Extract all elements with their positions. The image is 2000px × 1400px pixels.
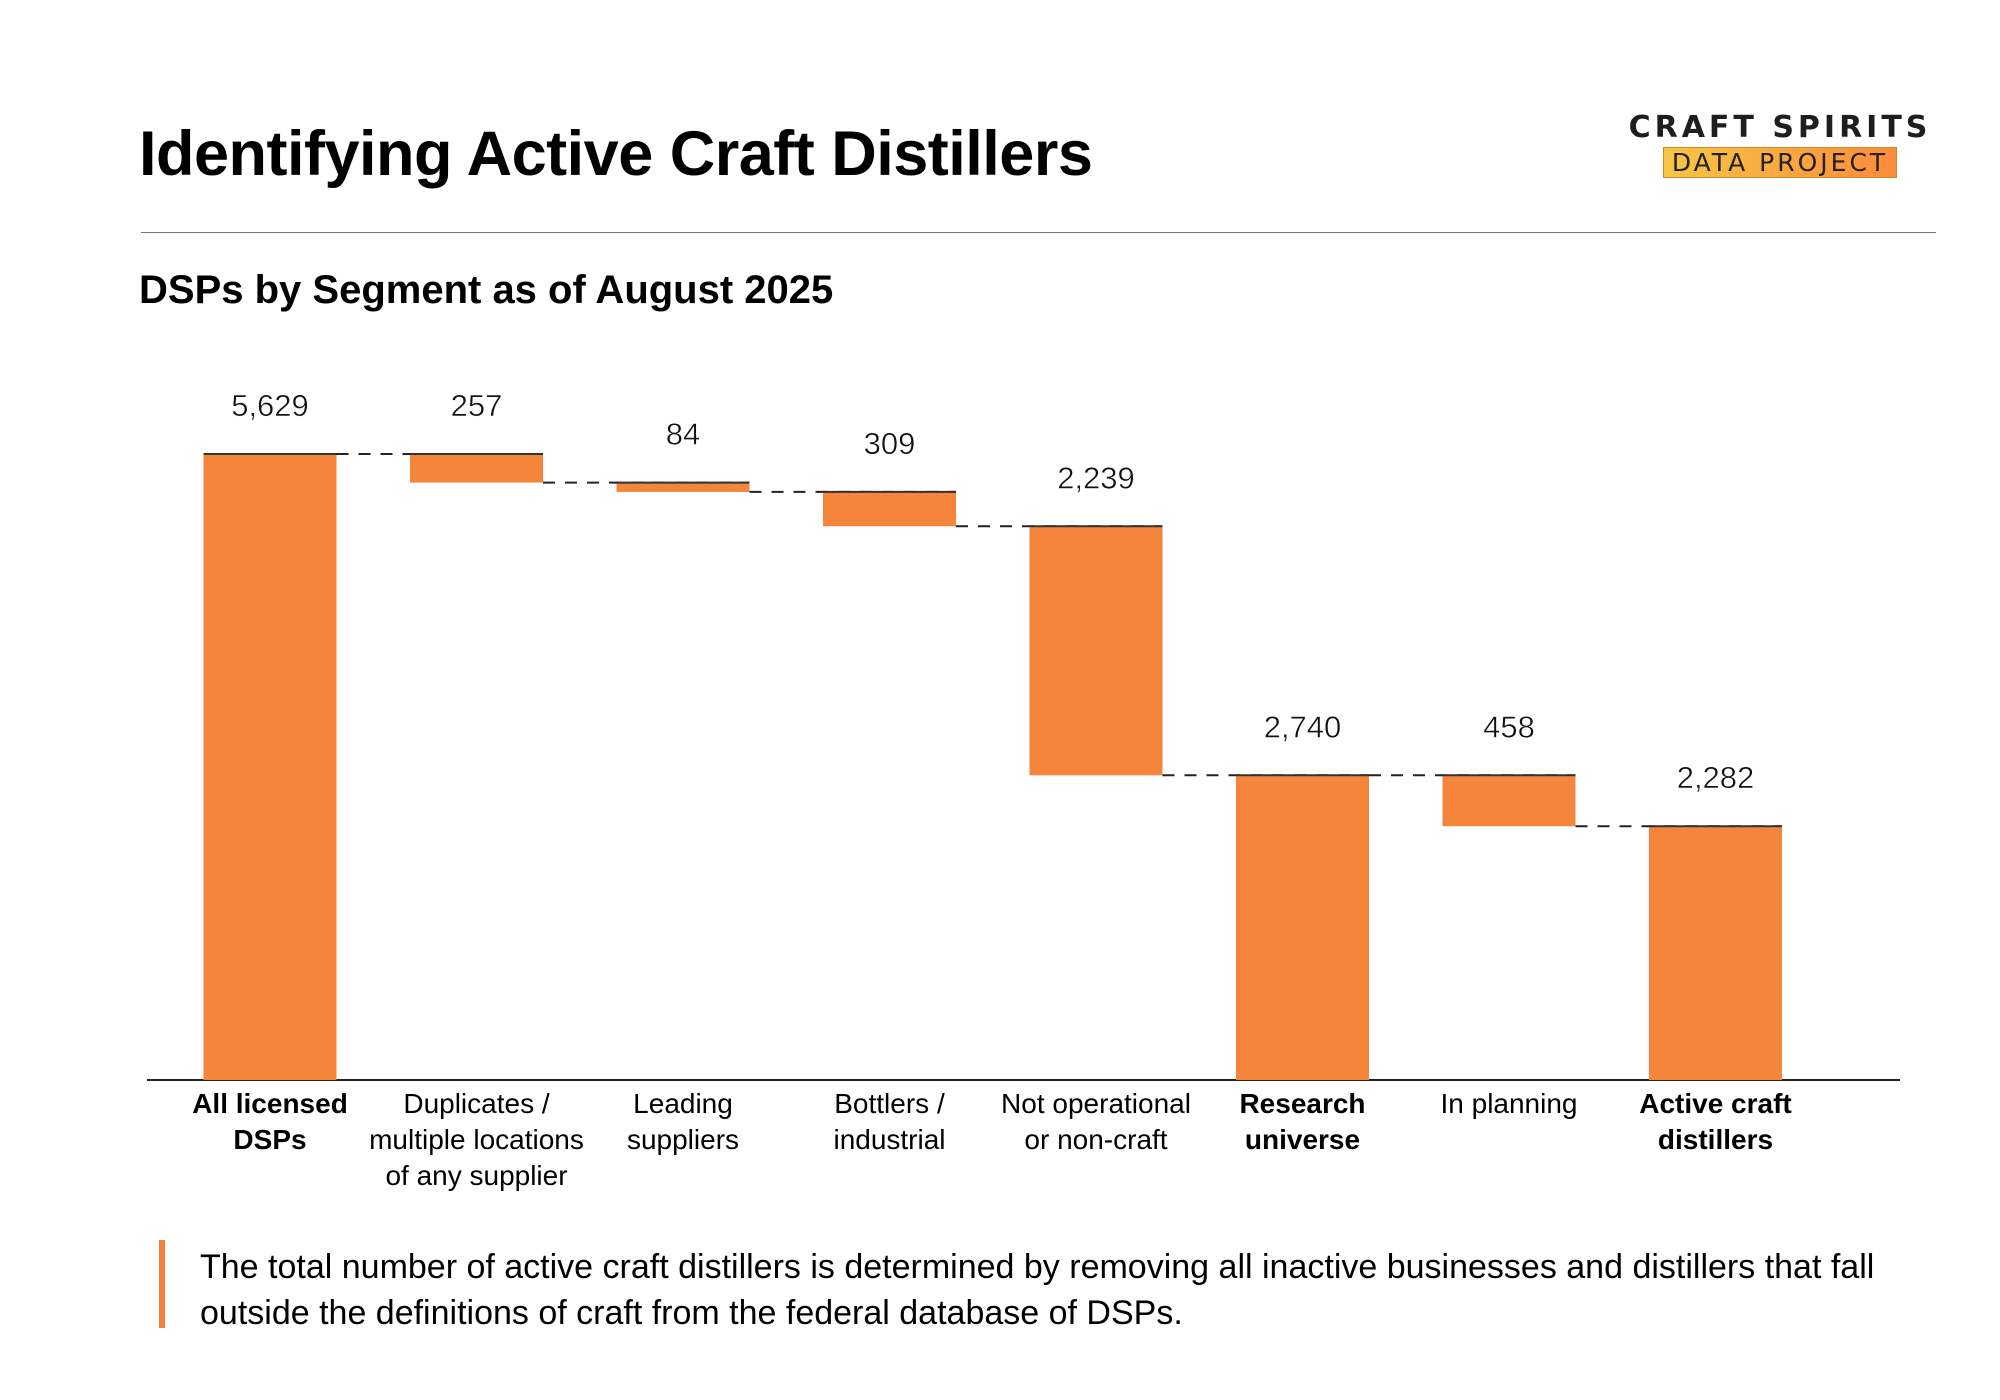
data-label: 309 — [864, 426, 916, 461]
footnote-accent — [159, 1240, 165, 1328]
category-label: Leading suppliers — [626, 1088, 740, 1155]
data-label: 2,239 — [1057, 460, 1135, 495]
data-label: 5,629 — [231, 388, 309, 423]
category-label: Duplicates / multiple locations of any s… — [369, 1088, 584, 1191]
data-label: 2,282 — [1677, 760, 1755, 795]
bar — [823, 491, 956, 527]
craft-spirits-logo: CRAFT SPIRITS DATA PROJECT — [1620, 110, 1940, 178]
bar — [1236, 775, 1369, 1080]
bar — [1029, 526, 1163, 776]
category-label: Bottlers / industrial — [833, 1088, 946, 1155]
bar — [616, 482, 750, 492]
category-label: All licensed DSPs — [192, 1088, 348, 1155]
data-label: 84 — [666, 417, 700, 452]
data-label: 257 — [451, 388, 503, 423]
data-label: 458 — [1483, 709, 1535, 744]
data-label: 2,740 — [1264, 709, 1342, 744]
bar — [203, 454, 337, 1080]
logo-line1: CRAFT SPIRITS — [1628, 110, 1932, 145]
category-label: In planning — [1440, 1088, 1578, 1119]
category-label: Active craft distillers — [1639, 1088, 1792, 1155]
footnote: The total number of active craft distill… — [200, 1248, 1875, 1332]
bar — [1649, 826, 1782, 1080]
header-divider — [141, 232, 1936, 233]
bar — [410, 454, 543, 483]
category-label: Not operational or non-craft — [1001, 1088, 1191, 1155]
chart-title: DSPs by Segment as of August 2025 — [139, 268, 834, 312]
page-title: Identifying Active Craft Distillers — [139, 119, 1093, 189]
bar — [1442, 775, 1576, 827]
logo-line2: DATA PROJECT — [1662, 147, 1898, 178]
category-label: Research universe — [1239, 1088, 1366, 1155]
